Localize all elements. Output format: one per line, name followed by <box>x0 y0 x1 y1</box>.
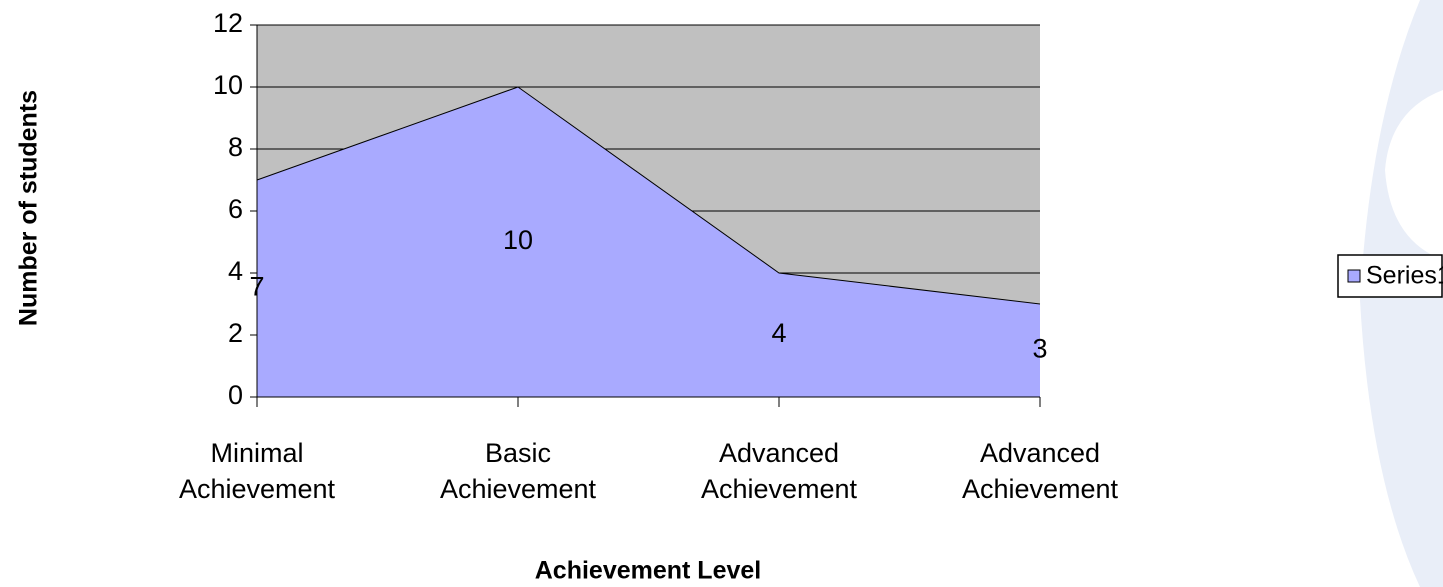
y-tick-label: 0 <box>228 380 243 410</box>
area-line <box>256 86 1041 305</box>
y-tick-label: 4 <box>228 256 243 286</box>
y-tick-label: 6 <box>228 194 243 224</box>
y-tick-label: 10 <box>213 70 243 100</box>
x-tick-label: Basic Achievement <box>440 438 597 504</box>
x-tick-label-line: Achievement <box>440 474 597 504</box>
data-label: 10 <box>503 225 533 255</box>
data-label: 4 <box>771 318 786 348</box>
legend-marker <box>1347 269 1361 283</box>
legend-label: Series1 <box>1366 262 1443 290</box>
x-tick-label-line: Minimal <box>210 438 303 468</box>
y-tick-label: 12 <box>213 8 243 38</box>
x-tick-label-line: Achievement <box>179 474 336 504</box>
x-tick-label-line: Basic <box>485 438 551 468</box>
x-axis-title: Achievement Level <box>535 557 762 585</box>
x-tick-label: Advanced Achievement <box>701 438 858 504</box>
background-decoration <box>1385 90 1443 260</box>
y-tick-label: 8 <box>228 132 243 162</box>
y-tick-label: 2 <box>228 318 243 348</box>
x-tick-label: Minimal Achievement <box>179 438 336 504</box>
area <box>257 87 1040 397</box>
data-label: 3 <box>1032 334 1047 364</box>
x-tick-label-line: Achievement <box>962 474 1119 504</box>
x-tick-label: Advanced Achievement <box>962 438 1119 504</box>
x-tick-label-line: Achievement <box>701 474 858 504</box>
y-axis-title: Number of students <box>15 90 43 326</box>
x-tick-label-line: Advanced <box>980 438 1100 468</box>
x-tick-label-line: Advanced <box>719 438 839 468</box>
